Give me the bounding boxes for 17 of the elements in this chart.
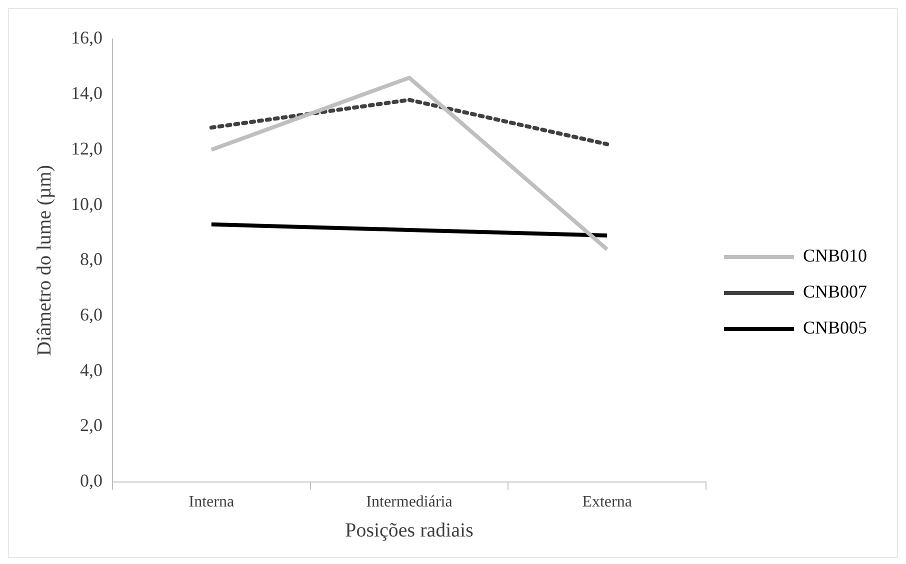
y-tick-label: 10,0: [71, 194, 102, 214]
x-tick-label: Intermediária: [366, 494, 452, 511]
legend-label: CNB010: [802, 246, 868, 266]
y-tick-label: 4,0: [80, 360, 102, 380]
legend-label: CNB005: [802, 318, 868, 338]
y-tick-label: 16,0: [71, 28, 102, 48]
x-tick-label: Interna: [188, 494, 234, 511]
y-axis-title: Diâmetro do lume (µm): [33, 164, 56, 356]
legend-label: CNB007: [802, 282, 868, 302]
y-tick-label: 0,0: [80, 470, 102, 491]
x-axis-title: Posições radiais: [345, 519, 474, 542]
y-tick-label: 8,0: [80, 249, 102, 270]
y-tick-label: 12,0: [71, 138, 102, 158]
y-tick-label: 14,0: [71, 83, 102, 104]
x-tick-label: Externa: [582, 494, 632, 511]
y-tick-label: 2,0: [80, 415, 102, 436]
y-tick-label: 6,0: [80, 304, 102, 324]
